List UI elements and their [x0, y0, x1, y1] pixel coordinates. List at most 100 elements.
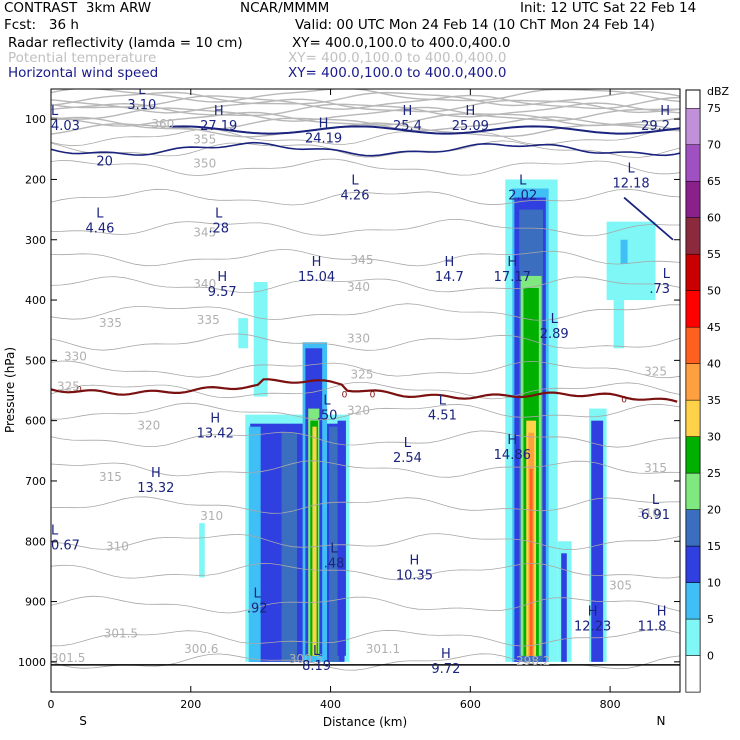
forecast-hour: Fcst: 36 h — [4, 17, 79, 33]
x-tick-label: 200 — [180, 698, 201, 711]
model-name: CONTRAST 3km ARW — [4, 0, 152, 16]
extremum-value: 13.32 — [137, 481, 174, 496]
y-tick-label: 500 — [25, 354, 46, 367]
theta-contour — [51, 430, 680, 448]
theta-contour-label: 310 — [106, 539, 129, 553]
field-theta-xy: XY= 400.0,100.0 to 400.0,400.0 — [288, 50, 507, 66]
theta-contour — [51, 248, 680, 267]
colorbar-level-label: 35 — [707, 394, 721, 407]
plot-frame — [50, 88, 681, 693]
theta-contour — [51, 91, 680, 107]
theta-contour — [51, 122, 680, 138]
extremum-type: H — [403, 104, 413, 119]
extremum-value: 9.72 — [431, 662, 460, 677]
reflectivity-cell — [329, 426, 339, 662]
theta-contour — [51, 628, 680, 647]
extremum-type: H — [217, 270, 227, 285]
colorbar-swatch — [685, 655, 701, 693]
theta-contour-label: 300.6 — [184, 642, 218, 656]
colorbar-level-label: 5 — [707, 613, 714, 626]
colorbar-swatch — [685, 180, 701, 218]
colorbar-level-label: 70 — [707, 139, 721, 152]
extremum-value: 9.57 — [208, 285, 237, 300]
colorbar-swatch — [685, 107, 701, 145]
reflectivity-cell — [620, 239, 628, 264]
x-end-label-north: N — [657, 714, 666, 728]
theta-contour-label: 330 — [64, 349, 87, 363]
colorbar-unit: dBZ — [707, 85, 730, 98]
colorbar-swatch — [685, 144, 701, 182]
extremum-low: L4.51 — [428, 394, 457, 424]
wind-contour-upper — [623, 196, 674, 241]
reflectivity-cell — [250, 423, 345, 662]
theta-contour — [51, 402, 680, 421]
colorbar-level-label: 10 — [707, 577, 721, 590]
field-wind-xy: XY= 400.0,100.0 to 400.0,400.0 — [288, 65, 507, 81]
colorbar: 0 5 10 15 20 25 30 35 40 45 50 55 60 65 70 75 dBZ — [685, 85, 730, 693]
theta-contour-label: 320 — [347, 404, 370, 418]
extremum-type: H — [151, 466, 161, 481]
extremum-high: H25.09 — [452, 104, 489, 134]
theta-contour-label: 345 — [193, 226, 216, 240]
theta-contour-label: 340 — [347, 280, 370, 294]
theta-contour — [51, 595, 680, 614]
wind-contour-label: 20 — [96, 154, 113, 169]
center-name: NCAR/MMMM — [240, 0, 330, 16]
extremum-low: L.92 — [247, 587, 268, 617]
theta-contour — [51, 140, 680, 158]
theta-contour-label: 305 — [609, 578, 632, 592]
extremum-type: L — [254, 587, 262, 602]
x-tick-label: 0 — [48, 698, 55, 711]
colorbar-swatch — [685, 472, 701, 510]
extremum-high: H11.8 — [638, 605, 667, 635]
extremum-high: H15.04 — [298, 255, 335, 285]
y-axis-label: Pressure (hPa) — [3, 347, 17, 433]
extremum-type: H — [210, 412, 220, 427]
extremum-type: L — [215, 207, 223, 222]
extremum-high: H29.2 — [641, 104, 670, 134]
x-tick-label: 800 — [600, 698, 621, 711]
extremum-low: L2.02 — [508, 174, 537, 204]
x-axis-label: Distance (km) — [323, 715, 407, 729]
theta-contour-label: 330 — [347, 331, 370, 345]
colorbar-swatch — [685, 582, 701, 620]
extremum-type: H — [465, 104, 475, 119]
colorbar-level-label: 15 — [707, 540, 721, 553]
extremum-value: 15.04 — [298, 270, 335, 285]
y-tick-label: 700 — [25, 475, 46, 488]
theta-contour — [51, 102, 680, 118]
extremum-high: H13.42 — [197, 412, 234, 442]
field-reflectivity-xy: XY= 400.0,100.0 to 400.0,400.0 — [292, 35, 511, 51]
extremum-high: H25.4 — [393, 104, 422, 134]
extremum-type: L — [439, 394, 447, 409]
extremum-value: .50 — [317, 409, 338, 424]
valid-time: Valid: 00 UTC Mon 24 Feb 14 (10 ChT Mon … — [295, 17, 655, 33]
y-tick-label: 900 — [25, 596, 46, 609]
x-end-label-south: S — [79, 714, 87, 728]
extremum-value: 17.17 — [494, 270, 531, 285]
extremum-type: L — [404, 436, 412, 451]
extremum-low: L2.89 — [540, 312, 569, 342]
theta-contour — [51, 188, 680, 206]
theta-contour — [51, 653, 680, 671]
theta-contour-label: 301.1 — [366, 642, 400, 656]
extremum-value: 2.02 — [508, 189, 537, 204]
extremum-high: H12.23 — [574, 605, 611, 635]
theta-contour-label: 310 — [200, 509, 223, 523]
field-wind-label: Horizontal wind speed — [8, 65, 159, 81]
extremum-value: 25.09 — [452, 119, 489, 134]
extremum-low: L8.19 — [302, 644, 331, 674]
theta-contour-label: 300.5 — [289, 652, 323, 666]
extremum-value: 12.23 — [574, 620, 611, 635]
extremum-value: 3.10 — [127, 98, 156, 113]
extremum-type: H — [441, 647, 451, 662]
freezing-level-label: 0 — [621, 396, 627, 406]
extremum-low: L2.54 — [393, 436, 422, 466]
extremum-value: 14.7 — [435, 270, 464, 285]
extremum-value: 4.03 — [51, 119, 80, 134]
extremum-type: H — [312, 255, 322, 270]
extremum-type: L — [519, 174, 527, 189]
reflectivity-cell — [281, 432, 298, 662]
x-tick-label: 600 — [460, 698, 481, 711]
theta-contour-label: 345 — [351, 253, 374, 267]
